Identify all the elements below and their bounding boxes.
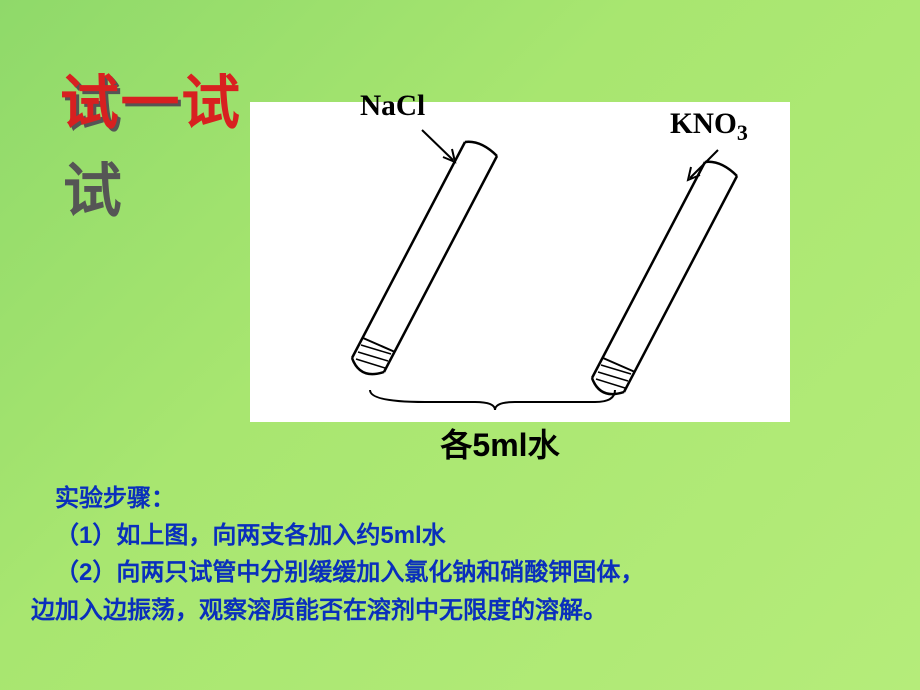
label-kno3: KNO3: [670, 108, 748, 146]
steps-heading: 实验步骤：: [55, 480, 880, 517]
steps-line-2a: （2）向两只试管中分别缓缓加入氯化钠和硝酸钾固体，: [55, 554, 880, 591]
label-nacl-text: NaCl: [360, 90, 425, 122]
diagram: NaCl KNO3: [250, 90, 790, 470]
bottom-label: 各5ml水: [410, 420, 590, 466]
slide-title: 试一试 试一试: [60, 55, 242, 140]
steps-line-1: （1）如上图，向两支各加入约5ml水: [55, 517, 880, 554]
label-kno3-main: KNO: [670, 108, 737, 140]
label-kno3-sub: 3: [737, 120, 748, 145]
experiment-steps: 实验步骤： （1）如上图，向两支各加入约5ml水 （2）向两只试管中分别缓缓加入…: [55, 480, 880, 629]
steps-line-2b: 边加入边振荡，观察溶质能否在溶剂中无限度的溶解。: [31, 592, 880, 629]
label-nacl: NaCl: [360, 90, 425, 123]
bottom-label-text: 各5ml水: [440, 427, 559, 463]
bracket: [370, 390, 615, 410]
arrow-nacl: [422, 130, 455, 162]
title-text: 试一试: [60, 71, 242, 136]
test-tube-right: [592, 162, 737, 394]
test-tube-left: [352, 142, 497, 374]
